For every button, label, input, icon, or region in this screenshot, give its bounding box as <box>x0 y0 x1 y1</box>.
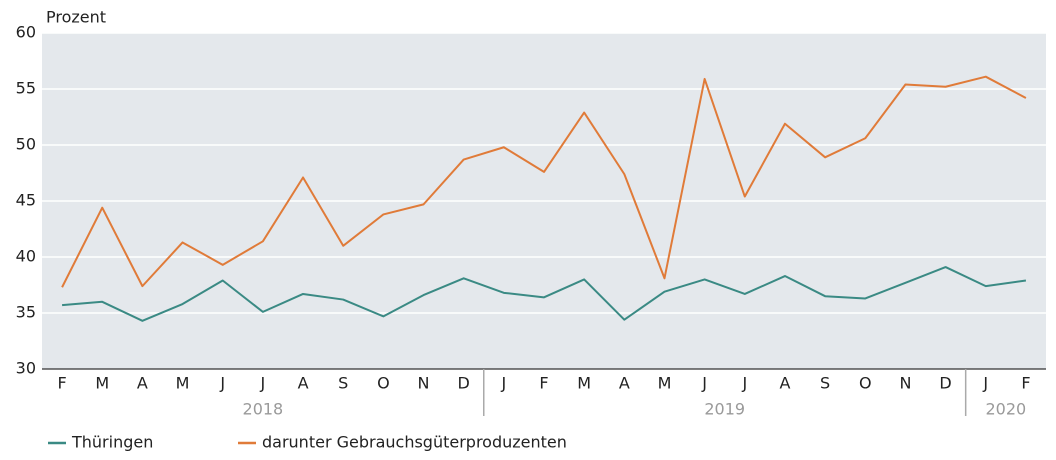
y-tick-label: 35 <box>16 303 36 322</box>
year-label: 2018 <box>243 400 284 419</box>
x-tick-label: S <box>338 374 348 393</box>
x-tick-label: F <box>539 374 548 393</box>
x-tick-label: O <box>377 374 390 393</box>
x-tick-label: M <box>577 374 591 393</box>
x-tick-label: M <box>95 374 109 393</box>
legend-label: Thüringen <box>71 433 153 452</box>
x-tick-label: A <box>619 374 630 393</box>
series-line <box>61 75 1027 288</box>
x-tick-label: J <box>219 374 225 393</box>
x-tick-label: D <box>939 374 951 393</box>
x-tick-label: M <box>176 374 190 393</box>
y-tick-label: 45 <box>16 191 36 210</box>
y-tick-label: 50 <box>16 135 36 154</box>
x-tick-label: F <box>1021 374 1030 393</box>
x-tick-label: J <box>701 374 707 393</box>
x-tick-label: A <box>137 374 148 393</box>
x-tick-label: J <box>260 374 266 393</box>
x-tick-label: N <box>899 374 911 393</box>
x-tick-label: D <box>458 374 470 393</box>
legend-label: darunter Gebrauchsgüterproduzenten <box>262 433 567 452</box>
x-tick-label: J <box>500 374 506 393</box>
x-tick-label: F <box>57 374 66 393</box>
series-line <box>61 266 1027 322</box>
x-tick-label: O <box>859 374 872 393</box>
y-tick-label: 60 <box>16 23 36 42</box>
y-axis-label: Prozent <box>46 8 106 27</box>
y-tick-label: 30 <box>16 359 36 378</box>
x-tick-label: N <box>418 374 430 393</box>
year-label: 2020 <box>985 400 1026 419</box>
y-tick-label: 55 <box>16 79 36 98</box>
y-tick-label: 40 <box>16 247 36 266</box>
x-tick-label: J <box>982 374 988 393</box>
year-label: 2019 <box>704 400 745 419</box>
x-tick-label: M <box>658 374 672 393</box>
x-tick-label: A <box>298 374 309 393</box>
x-tick-label: J <box>741 374 747 393</box>
x-tick-label: A <box>779 374 790 393</box>
x-tick-label: S <box>820 374 830 393</box>
